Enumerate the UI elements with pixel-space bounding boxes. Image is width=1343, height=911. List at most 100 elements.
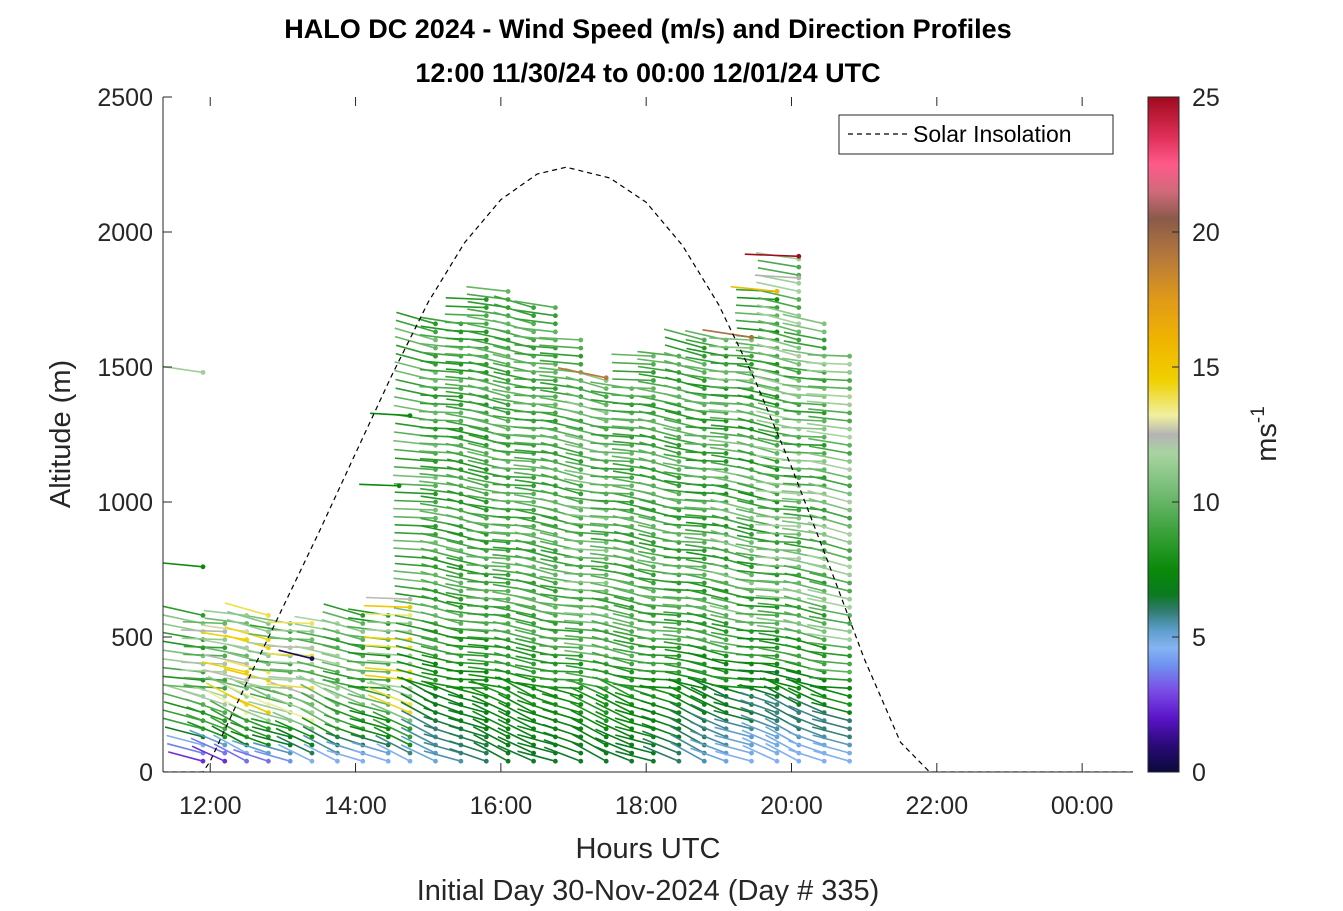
wind-vector-head [821,451,827,456]
wind-vector [615,734,654,746]
wind-vector-head [483,758,489,764]
wind-vector [784,660,825,673]
wind-vector-head [847,353,852,359]
wind-vector [783,618,825,633]
wind-vector-head [458,621,464,626]
wind-vector [713,693,752,706]
wind-vector-head [335,685,340,691]
wind-vector [541,693,582,706]
wind-vector [613,507,654,519]
wind-vector-head [676,613,682,618]
wind-vector-head [483,337,489,343]
wind-vector-head [407,750,413,756]
wind-vector [540,506,582,519]
wind-vector [756,498,799,503]
wind-vector [664,344,705,357]
wind-vector-head [433,499,438,505]
wind-vector-head [847,661,852,667]
wind-vector [690,747,727,762]
wind-vector [163,605,204,617]
wind-vector [787,713,825,730]
wind-vector [783,340,825,349]
wind-vector [346,668,389,673]
wind-vector-head [651,394,656,400]
wind-vector [612,587,654,600]
wind-vector [514,352,556,357]
wind-vector [539,645,581,649]
wind-vector-head [222,669,228,675]
wind-vector [757,540,799,544]
wind-vector [514,317,556,325]
wind-vector-head [723,637,729,643]
wind-vector-head [847,653,852,659]
wind-vector-head [222,718,228,724]
wind-vector [711,684,752,690]
wind-vector-head [676,645,682,651]
wind-vector [446,635,487,641]
wind-vector [735,612,778,617]
wind-vector [446,435,487,447]
wind-vector [224,602,269,617]
chart-subtitle: 12:00 11/30/24 to 00:00 12/01/24 UTC [415,58,880,88]
wind-vector-head [578,337,584,343]
wind-vector [710,386,752,390]
wind-vector-head [651,758,656,764]
wind-vector [571,725,607,746]
wind-vector-head [847,580,852,586]
wind-vector [419,418,461,422]
wind-vector [685,426,727,430]
wind-vector-head [701,588,707,594]
wind-vector-head [505,580,511,586]
wind-vector [590,425,632,430]
wind-vector [740,714,778,730]
wind-vector [708,345,752,349]
wind-vector-head [676,434,682,440]
wind-vector [420,547,462,560]
wind-vector [444,353,487,357]
wind-vector-head [505,750,511,756]
wind-vector [714,750,752,762]
wind-vectors-layer [163,252,852,764]
wind-vector-head [553,305,558,310]
wind-vector [467,580,509,584]
wind-vector-head [651,361,656,367]
wind-vector [370,702,411,722]
wind-vector [765,734,800,754]
wind-vector [737,417,778,430]
wind-vector [783,611,825,625]
wind-vector [400,735,436,754]
wind-vector-head [603,572,609,578]
wind-vector [638,410,680,422]
wind-vector-head [553,394,558,400]
wind-vector [591,604,632,617]
wind-vector [233,749,269,762]
wind-vector [782,434,825,438]
wind-vector [590,507,632,511]
wind-vector-head [629,467,635,472]
wind-vector-head [531,491,536,497]
wind-vector [736,433,778,447]
wind-vector-head [796,321,802,327]
wind-vector [663,328,705,341]
wind-vector [447,693,487,706]
wind-vector [467,353,509,366]
wind-vector [445,626,487,633]
wind-vector [565,408,607,422]
wind-vector [394,531,436,536]
wind-vector [468,392,509,406]
wind-vector [394,457,436,463]
wind-vector-head [774,702,780,707]
wind-vector-head [749,507,754,513]
wind-vector [393,515,436,519]
wind-vector-head [505,710,511,715]
wind-vector-head [553,386,558,391]
wind-vector [763,685,800,706]
wind-vector [663,580,705,584]
wind-vector-head [651,596,656,602]
wind-vector [542,708,582,722]
wind-vector-head [483,321,489,327]
wind-vector [787,678,825,698]
wind-vector-head [407,621,413,626]
wind-vector [808,615,850,625]
wind-vector [557,367,607,379]
